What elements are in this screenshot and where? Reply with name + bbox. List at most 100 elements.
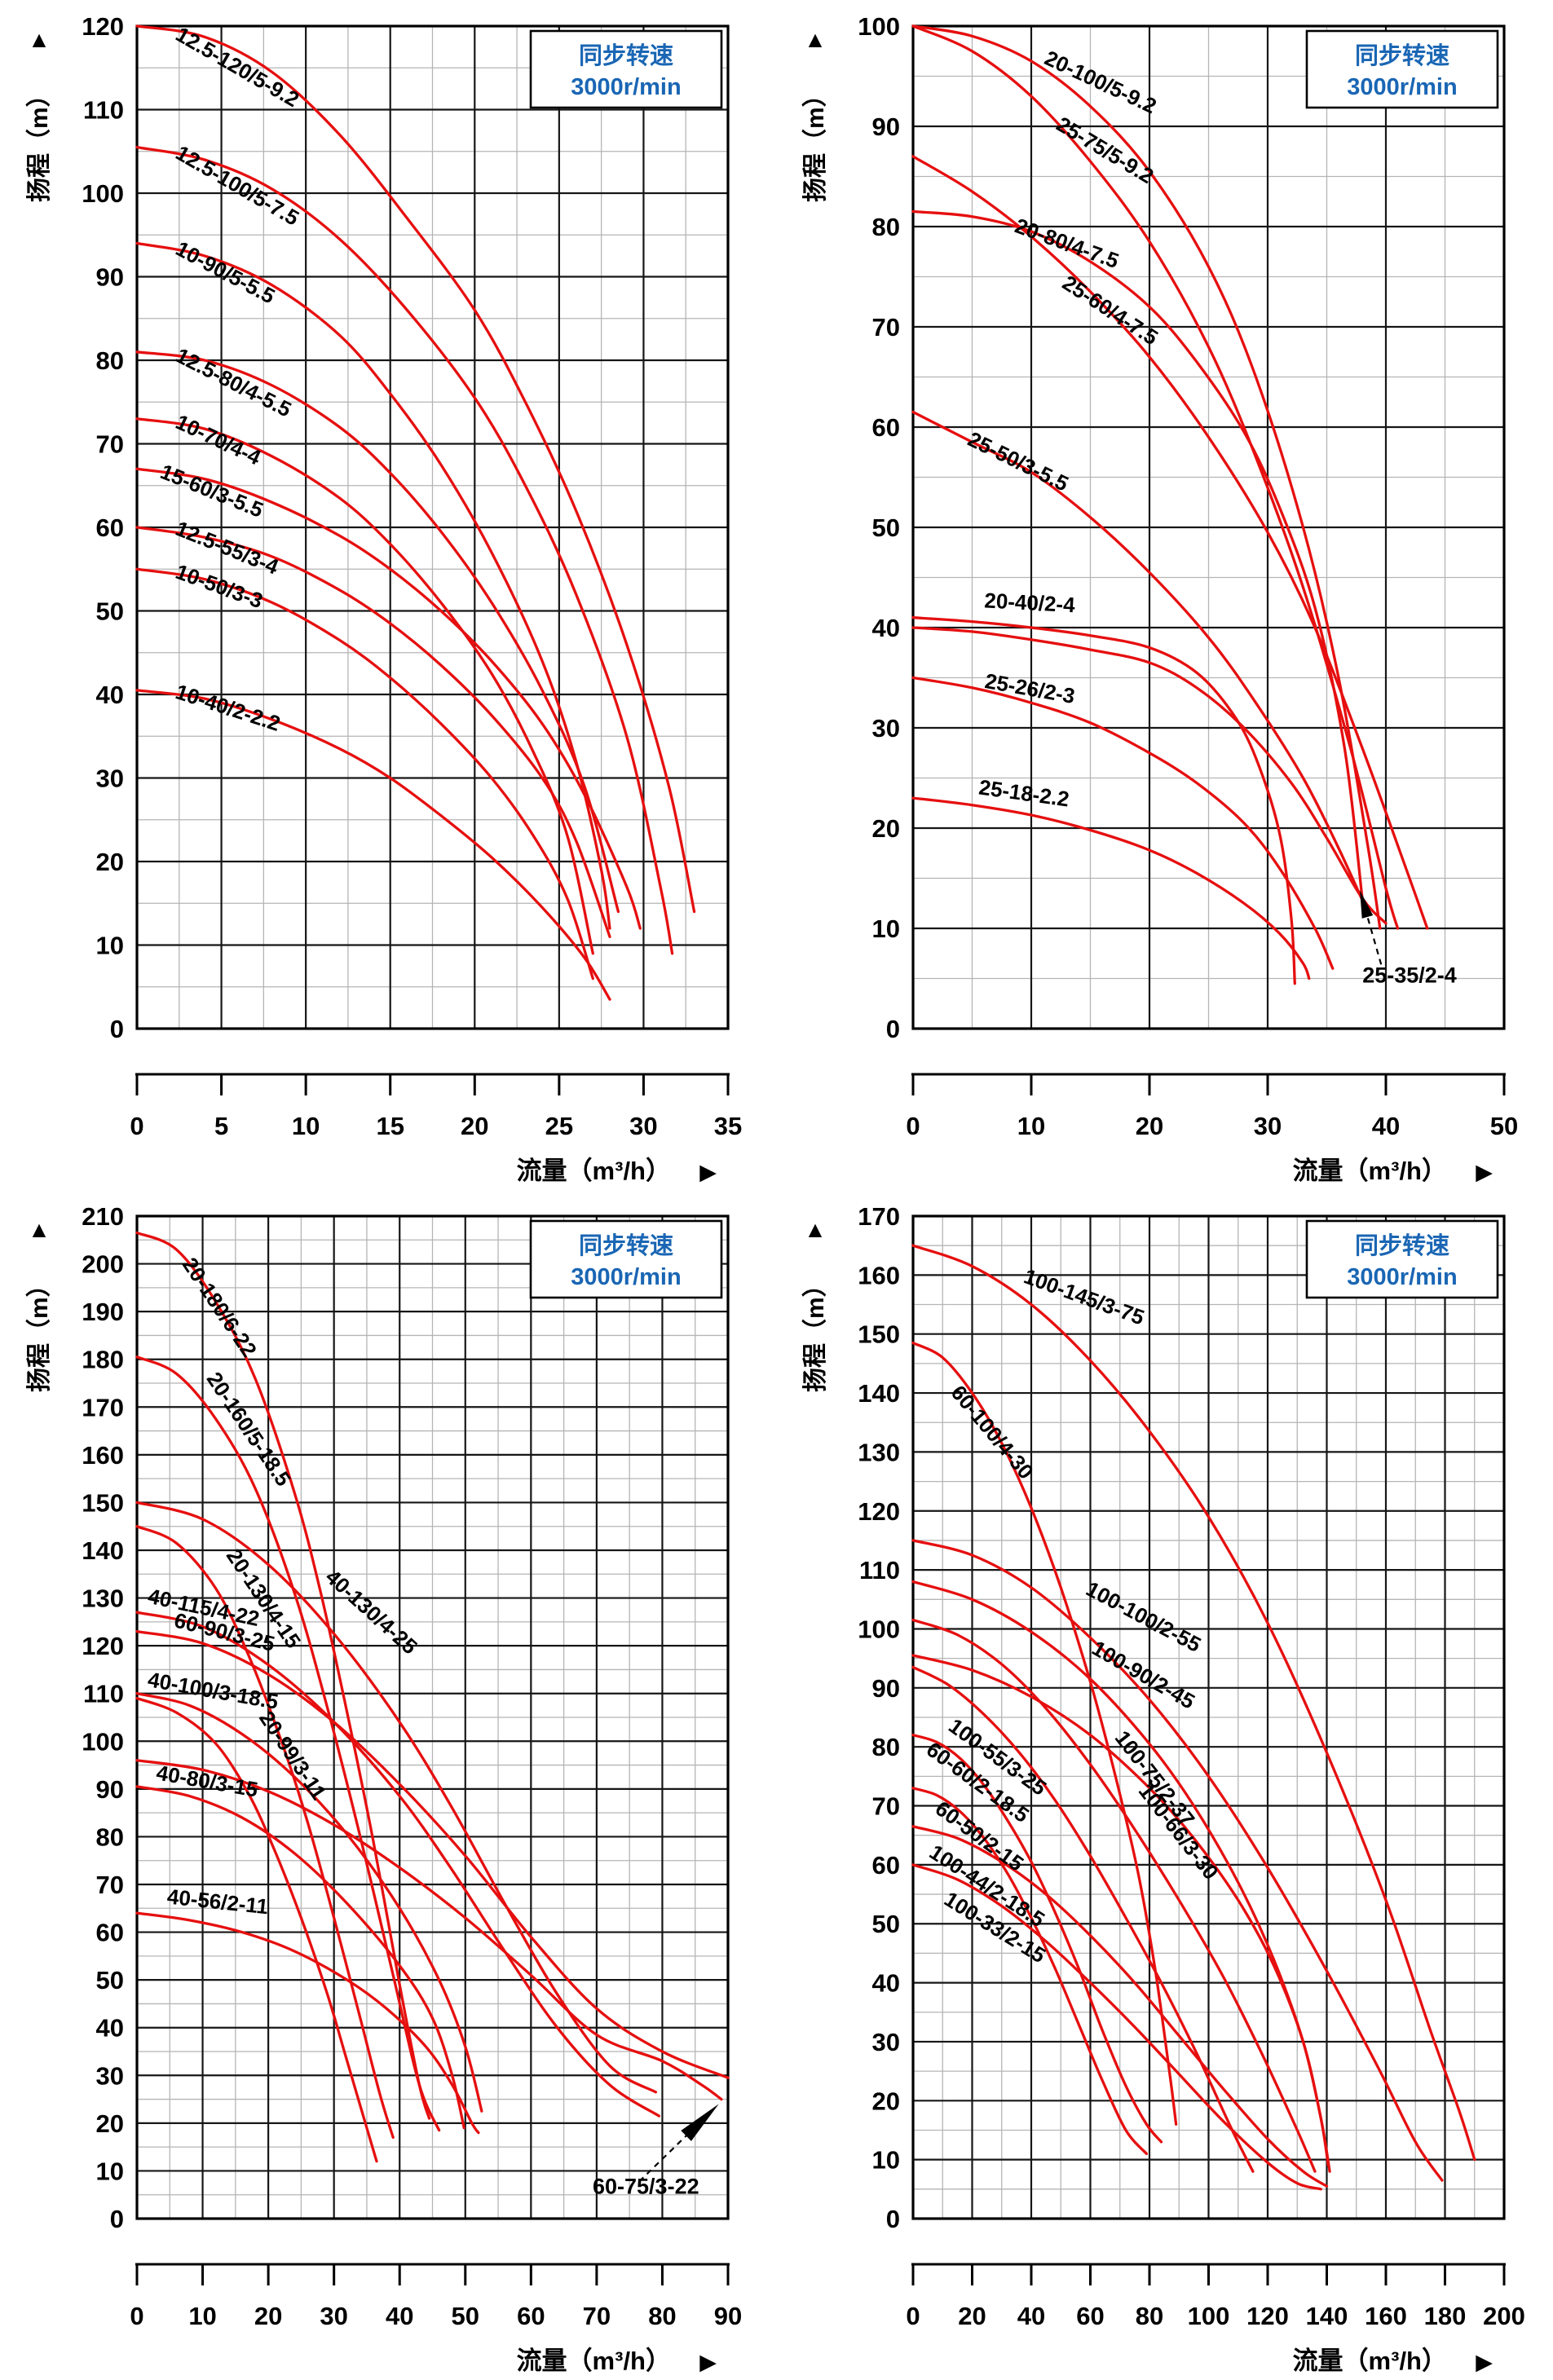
y-tick-label: 100: [82, 1727, 124, 1756]
x-tick-label: 20: [958, 2302, 986, 2330]
y-tick-label: 0: [110, 2205, 124, 2233]
annotation-label-60-75/3-22: 60-75/3-22: [593, 2175, 699, 2199]
x-tick-label: 100: [1188, 2302, 1230, 2330]
legend-speed-value: 3000r/min: [571, 1264, 681, 1290]
legend-box: [1305, 29, 1499, 109]
curve-label-20-100/5-9.2: 20-100/5-9.2: [1041, 46, 1160, 119]
x-tick-label: 30: [1254, 1112, 1282, 1140]
x-tick-label: 30: [320, 2302, 347, 2330]
y-tick-label: 80: [96, 346, 124, 375]
curve-label-12.5-100/5-7.5: 12.5-100/5-7.5: [172, 140, 303, 231]
curve-20-99/3-11: [135, 1696, 378, 2163]
chart-1: 12.5-120/5-9.2 12.5-100/5-7.5 10-90/5-5.5 1…: [0, 0, 776, 1190]
curve-15-60/3-5.5: [135, 467, 642, 930]
y-tick-label: 20: [96, 848, 124, 876]
x-tick-label: 0: [130, 1112, 143, 1140]
chart-3: 20-180/6-22 20-160/5-18.5 20-130/4-15 40-13…: [0, 1190, 776, 2380]
y-tick-label: 120: [82, 1632, 124, 1660]
x-axis-title: 流量（m³/h）: [517, 1157, 671, 1185]
legend: 同步转速 3000r/min: [529, 1219, 723, 1299]
y-tick-label: 90: [872, 112, 900, 141]
legend-speed-value: 3000r/min: [1347, 74, 1457, 100]
y-tick-label: 80: [872, 1733, 900, 1761]
curve-60-50/2-15: [911, 1787, 1149, 2156]
x-tick-label: 60: [1076, 2302, 1104, 2330]
x-axis-title: 流量（m³/h）: [1293, 1157, 1447, 1185]
x-tick-label: 0: [130, 2302, 143, 2330]
y-axis-title: 扬程（m）: [25, 82, 53, 202]
annotation-leader-line: [1365, 913, 1383, 965]
x-tick-label: 15: [376, 1112, 404, 1140]
y-tick-label: 50: [96, 1966, 124, 1994]
legend-speed-value: 3000r/min: [1347, 1264, 1457, 1290]
y-axis-title: 扬程（m）: [801, 82, 829, 202]
y-tick-label: 120: [82, 12, 124, 41]
y-tick-label: 20: [96, 2109, 124, 2138]
curve-100-44/2-18.5: [911, 1825, 1329, 2188]
curve-label-25-50/3-5.5: 25-50/3-5.5: [964, 426, 1073, 496]
y-tick-label: 120: [858, 1497, 900, 1526]
y-axis-up-arrow-icon: ▲: [28, 27, 51, 52]
y-tick-label: 30: [872, 714, 900, 743]
y-tick-label: 90: [872, 1674, 900, 1703]
curve-40-100/3-18.5: [135, 1692, 483, 2113]
y-tick-label: 60: [96, 1919, 124, 1947]
y-tick-label: 20: [872, 814, 900, 843]
curve-40-56/2-11: [135, 1911, 480, 2135]
y-axis-up-arrow-icon: ▲: [804, 27, 827, 52]
curve-40-130/4-25: [135, 1501, 658, 2094]
curve-label-20-180/6-22: 20-180/6-22: [178, 1253, 262, 1361]
x-tick-label: 50: [1490, 1112, 1518, 1140]
y-tick-label: 50: [872, 513, 900, 542]
curve-20-180/6-22: [135, 1231, 431, 2120]
curve-20-130/4-15: [135, 1525, 395, 2140]
curve-100-145/3-75: [911, 1244, 1476, 2162]
curve-40-80/3-15: [135, 1785, 465, 2130]
y-tick-label: 160: [82, 1441, 124, 1470]
y-tick-label: 90: [96, 263, 124, 292]
curve-12.5-120/5-9.2: [135, 24, 696, 914]
curve-label-15-60/3-5.5: 15-60/3-5.5: [157, 459, 267, 522]
x-tick-label: 50: [452, 2302, 479, 2330]
legend-speed-label: 同步转速: [1355, 42, 1449, 69]
x-axis-title: 流量（m³/h）: [1293, 2347, 1447, 2375]
curve-10-70/4-4: [135, 417, 594, 955]
x-tick-label: 20: [1136, 1112, 1163, 1140]
x-tick-label: 140: [1306, 2302, 1348, 2330]
grid-minor: [137, 1216, 728, 2219]
pump-chart-2-svg: 20-100/5-9.225-75/5-9.220-80/4-7.525-60/…: [801, 12, 1518, 1185]
pump-chart-4-svg: 100-145/3-7560-100/4-30100-100/2-55100-9…: [801, 1202, 1525, 2375]
y-tick-label: 50: [872, 1910, 900, 1938]
curve-25-75/5-9.2: [911, 24, 1400, 930]
y-tick-label: 140: [82, 1536, 124, 1565]
x-tick-label: 120: [1246, 2302, 1289, 2330]
y-tick-label: 10: [872, 2146, 900, 2175]
y-axis-title: 扬程（m）: [25, 1272, 53, 1392]
y-tick-label: 0: [886, 1015, 900, 1043]
curve-label-10-70/4-4: 10-70/4-4: [172, 409, 265, 469]
y-tick-label: 160: [858, 1261, 900, 1289]
curve-100-100/2-55: [911, 1539, 1444, 2182]
x-tick-label: 80: [1136, 2302, 1163, 2330]
y-axis-up-arrow-icon: ▲: [804, 1217, 827, 1242]
legend-box: [529, 29, 723, 109]
y-axis-title: 扬程（m）: [801, 1272, 829, 1392]
y-tick-label: 110: [83, 96, 124, 125]
chart-4: 100-145/3-75 60-100/4-30 100-100/2-55 100-9…: [776, 1190, 1553, 2380]
y-tick-label: 70: [96, 430, 124, 459]
curve-label-20-40/2-4: 20-40/2-4: [984, 588, 1076, 617]
legend-speed-label: 同步转速: [579, 1232, 673, 1259]
grid-major: [135, 1214, 730, 2220]
curve-25-18-2.2: [911, 796, 1311, 981]
curve-10-40/2-2.2: [135, 689, 611, 1001]
y-tick-label: 10: [872, 915, 900, 943]
y-tick-label: 150: [858, 1320, 900, 1349]
x-axis-right-arrow-icon: ▶: [699, 1160, 717, 1184]
legend: 同步转速 3000r/min: [1305, 29, 1499, 109]
legend: 同步转速 3000r/min: [529, 29, 723, 109]
curve-label-60-100/4-30: 60-100/4-30: [946, 1381, 1039, 1484]
curve-20-40/2-4: [911, 616, 1296, 985]
x-tick-label: 160: [1365, 2302, 1407, 2330]
